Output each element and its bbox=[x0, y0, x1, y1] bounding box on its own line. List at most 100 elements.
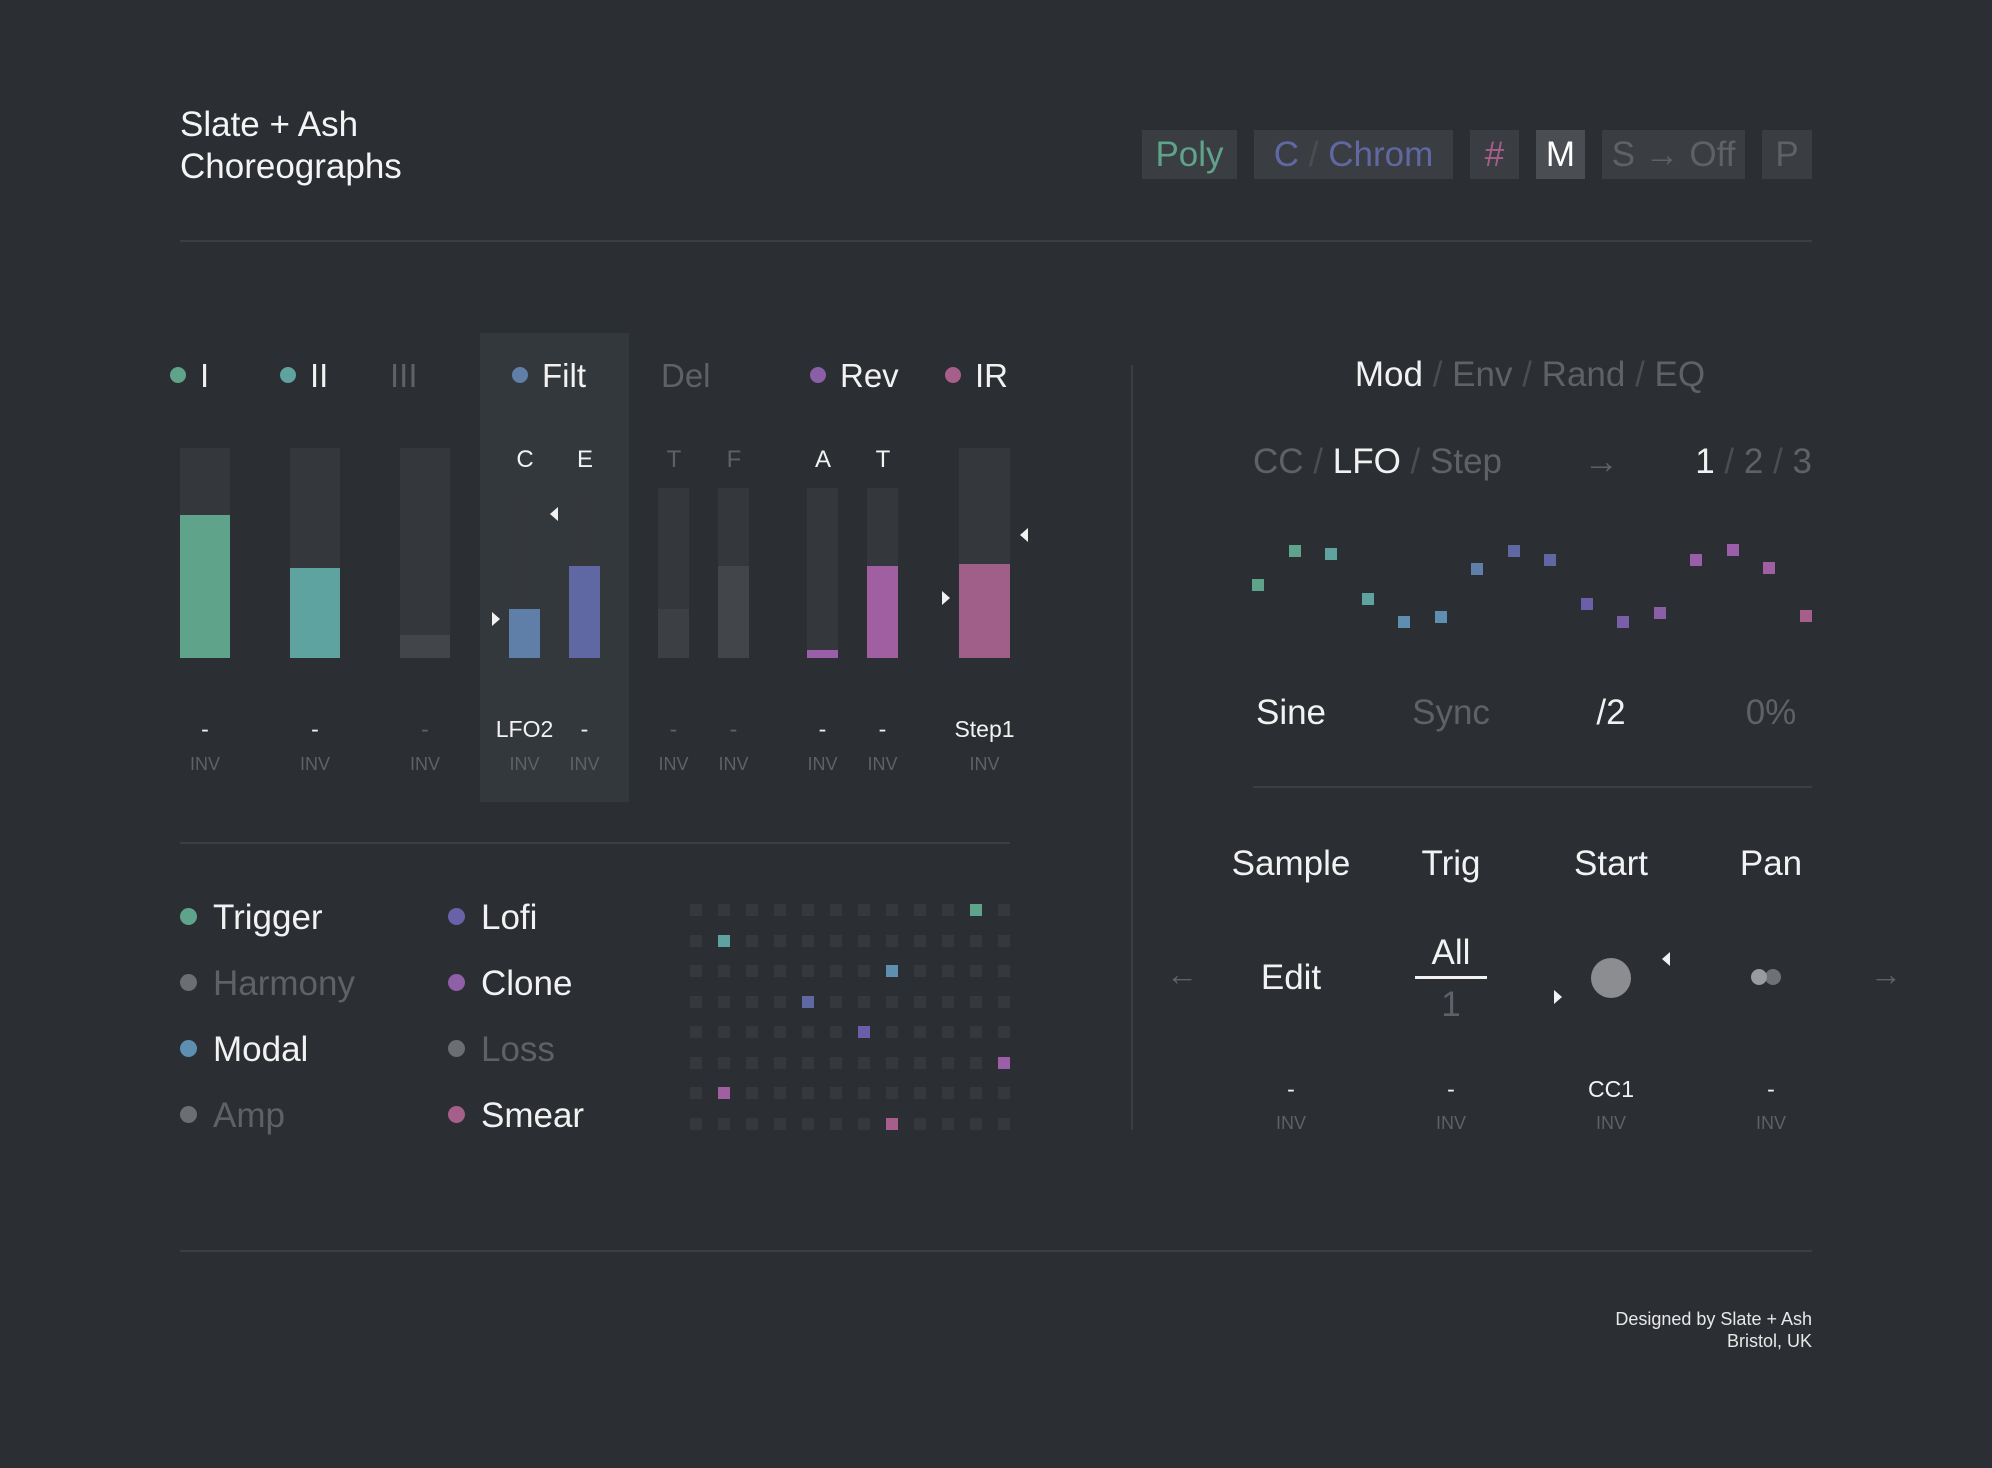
mod-source-value[interactable]: - bbox=[878, 716, 887, 742]
matrix-cell[interactable] bbox=[802, 965, 814, 977]
mod-source-value[interactable]: Step1 bbox=[954, 716, 1015, 742]
lfo-step[interactable] bbox=[1252, 579, 1264, 592]
matrix-cell[interactable] bbox=[942, 1087, 954, 1099]
matrix-cell[interactable] bbox=[914, 904, 926, 916]
invert-toggle[interactable]: INV bbox=[569, 754, 600, 774]
sample-mod-value[interactable]: - bbox=[1287, 1076, 1295, 1102]
invert-toggle[interactable]: INV bbox=[1595, 1113, 1627, 1133]
matrix-cell-active[interactable] bbox=[886, 1117, 898, 1130]
matrix-cell[interactable] bbox=[830, 904, 842, 916]
matrix-cell[interactable] bbox=[998, 1087, 1010, 1099]
poly-button[interactable]: Poly bbox=[1142, 130, 1237, 179]
sample-mod-value[interactable]: - bbox=[1767, 1076, 1775, 1102]
invert-toggle[interactable]: INV bbox=[409, 754, 440, 774]
invert-toggle[interactable]: INV bbox=[969, 754, 1000, 774]
matrix-cell[interactable] bbox=[858, 1087, 870, 1099]
channel-header-iii[interactable]: III bbox=[390, 356, 418, 396]
matrix-cell-active[interactable] bbox=[886, 965, 898, 977]
mod-source-value[interactable]: LFO2 bbox=[495, 716, 554, 742]
matrix-cell[interactable] bbox=[970, 1087, 982, 1099]
matrix-cell[interactable] bbox=[690, 1056, 702, 1069]
lfo-step[interactable] bbox=[1690, 554, 1702, 567]
invert-toggle[interactable]: INV bbox=[867, 754, 898, 774]
source-tab-cc[interactable]: CC bbox=[1253, 442, 1304, 481]
matrix-cell-active[interactable] bbox=[718, 1087, 730, 1099]
matrix-cell[interactable] bbox=[746, 965, 758, 977]
matrix-cell[interactable] bbox=[690, 995, 702, 1008]
legend-item-trigger[interactable]: Trigger bbox=[180, 896, 323, 940]
fader-ir[interactable] bbox=[959, 448, 1010, 658]
sample-mod-value[interactable]: CC1 bbox=[1587, 1076, 1635, 1102]
matrix-cell[interactable] bbox=[830, 1087, 842, 1099]
matrix-cell-active[interactable] bbox=[858, 1026, 870, 1038]
matrix-cell[interactable] bbox=[886, 934, 898, 947]
matrix-cell[interactable] bbox=[746, 1087, 758, 1099]
matrix-cell[interactable] bbox=[802, 904, 814, 916]
matrix-cell[interactable] bbox=[746, 904, 758, 916]
matrix-cell[interactable] bbox=[914, 1117, 926, 1130]
matrix-cell[interactable] bbox=[802, 1026, 814, 1038]
matrix-cell[interactable] bbox=[746, 1117, 758, 1130]
invert-toggle[interactable]: INV bbox=[1755, 1113, 1787, 1133]
mod-source-value[interactable]: - bbox=[421, 716, 429, 742]
tab-rand[interactable]: Rand bbox=[1541, 355, 1626, 394]
matrix-cell[interactable] bbox=[886, 1056, 898, 1069]
m-button[interactable]: M bbox=[1536, 130, 1585, 179]
arrow-right-nav-icon[interactable]: → bbox=[1870, 956, 1902, 992]
matrix-cell[interactable] bbox=[830, 934, 842, 947]
matrix-cell[interactable] bbox=[942, 1117, 954, 1130]
invert-toggle[interactable]: INV bbox=[807, 754, 838, 774]
legend-item-loss[interactable]: Loss bbox=[448, 1028, 555, 1072]
matrix-cell[interactable] bbox=[718, 1056, 730, 1069]
lfo-step[interactable] bbox=[1398, 616, 1410, 628]
fader-iii[interactable] bbox=[400, 448, 450, 658]
matrix-cell[interactable] bbox=[998, 934, 1010, 947]
trig-1-option[interactable]: 1 bbox=[1441, 985, 1461, 1024]
matrix-cell[interactable] bbox=[858, 965, 870, 977]
matrix-cell[interactable] bbox=[830, 1026, 842, 1038]
matrix-cell[interactable] bbox=[774, 1056, 786, 1069]
mod-source-value[interactable]: - bbox=[311, 716, 319, 742]
matrix-cell[interactable] bbox=[746, 1056, 758, 1069]
lfo-param-3[interactable]: 0% bbox=[1745, 693, 1797, 732]
legend-item-clone[interactable]: Clone bbox=[448, 962, 572, 1006]
fader-del-f[interactable] bbox=[718, 488, 749, 658]
matrix-cell[interactable] bbox=[886, 1026, 898, 1038]
matrix-cell[interactable] bbox=[774, 1087, 786, 1099]
matrix-cell[interactable] bbox=[942, 995, 954, 1008]
matrix-cell[interactable] bbox=[830, 965, 842, 977]
mod-source-value[interactable]: - bbox=[669, 716, 678, 742]
sample-mod-value[interactable]: - bbox=[1447, 1076, 1455, 1102]
matrix-cell[interactable] bbox=[690, 934, 702, 947]
scale-button[interactable]: C / Chrom bbox=[1254, 130, 1453, 179]
matrix-cell-active[interactable] bbox=[802, 995, 814, 1008]
lfo-step[interactable] bbox=[1361, 592, 1374, 605]
matrix-cell[interactable] bbox=[942, 904, 954, 916]
matrix-cell[interactable] bbox=[886, 904, 898, 916]
matrix-cell-active[interactable] bbox=[998, 1056, 1010, 1069]
matrix-cell[interactable] bbox=[774, 995, 786, 1008]
matrix-cell[interactable] bbox=[718, 1026, 730, 1038]
lfo-param-1[interactable]: Sync bbox=[1412, 693, 1490, 732]
invert-toggle[interactable]: INV bbox=[509, 754, 540, 774]
matrix-cell[interactable] bbox=[970, 995, 982, 1008]
matrix-cell[interactable] bbox=[886, 1087, 898, 1099]
invert-toggle[interactable]: INV bbox=[718, 754, 749, 774]
fader-filt-e[interactable] bbox=[569, 488, 600, 658]
matrix-cell[interactable] bbox=[774, 1117, 786, 1130]
fader-ii[interactable] bbox=[290, 448, 340, 658]
matrix-cell[interactable] bbox=[998, 995, 1010, 1008]
invert-toggle[interactable]: INV bbox=[1275, 1113, 1307, 1133]
source-tab-lfo[interactable]: LFO bbox=[1332, 442, 1401, 481]
matrix-cell[interactable] bbox=[998, 965, 1010, 977]
fader-i[interactable] bbox=[180, 448, 230, 658]
fader-filt-c[interactable] bbox=[509, 488, 540, 658]
matrix-cell[interactable] bbox=[914, 995, 926, 1008]
matrix-cell[interactable] bbox=[858, 995, 870, 1008]
tab-mod[interactable]: Mod bbox=[1354, 355, 1423, 394]
legend-item-lofi[interactable]: Lofi bbox=[448, 896, 537, 940]
legend-item-modal[interactable]: Modal bbox=[180, 1028, 308, 1072]
matrix-cell[interactable] bbox=[690, 1117, 702, 1130]
channel-header-del[interactable]: Del bbox=[661, 356, 711, 396]
edit-button[interactable]: Edit bbox=[1260, 958, 1322, 997]
